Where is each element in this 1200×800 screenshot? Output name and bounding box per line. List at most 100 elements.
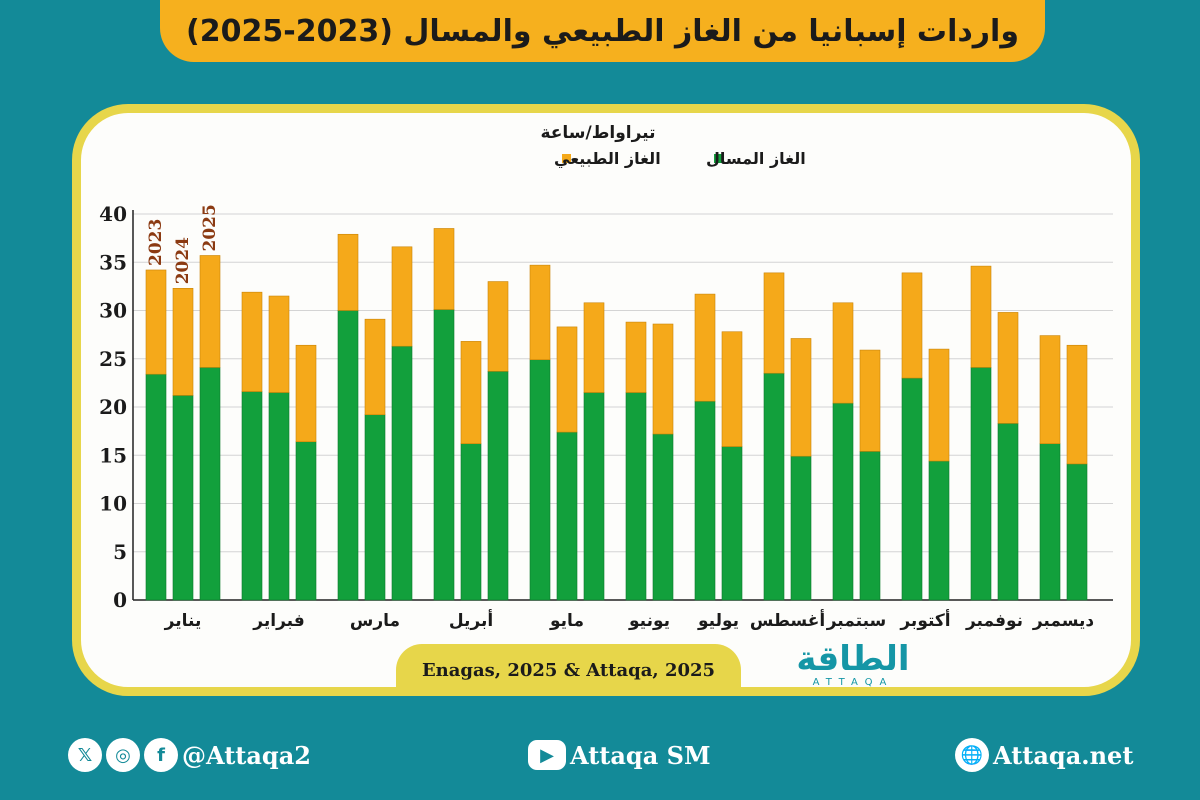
attaqa-logo: الطاقة ATTAQA: [778, 636, 928, 692]
globe-icon[interactable]: 🌐: [955, 738, 989, 772]
bar-natural-gas: [268, 295, 290, 393]
bar-natural-gas: [556, 326, 578, 433]
instagram-icon[interactable]: ◎: [106, 738, 140, 772]
footer-social[interactable]: 𝕏 ◎ f @Attaqa2: [68, 732, 311, 778]
bar-lng: [625, 392, 647, 601]
y-tick-label: 15: [99, 443, 127, 467]
bar-lng: [970, 367, 992, 601]
bar-lng: [694, 400, 716, 601]
year-label: 2024: [173, 237, 193, 284]
bar-lng: [172, 395, 194, 601]
logo-subtext: ATTAQA: [812, 676, 894, 688]
bar-natural-gas: [241, 291, 263, 392]
bar-natural-gas: [295, 344, 317, 443]
month-label: أغسطس: [750, 609, 825, 631]
bar-lng: [460, 443, 482, 601]
y-tick-label: 20: [99, 395, 127, 419]
legend-label-natural_gas: الغاز الطبيعي: [554, 149, 661, 169]
y-tick-label: 40: [99, 202, 127, 226]
bar-natural-gas: [460, 341, 482, 444]
bar-lng: [556, 431, 578, 601]
bar-lng: [487, 370, 509, 601]
bar-natural-gas: [172, 288, 194, 396]
month-label: أكتوبر: [899, 609, 950, 631]
legend-swatch-natural_gas: [562, 154, 571, 163]
bar-natural-gas: [790, 338, 812, 457]
bar-lng: [433, 309, 455, 601]
y-tick-label: 10: [99, 492, 127, 516]
bar-natural-gas: [832, 302, 854, 404]
month-label: فبراير: [252, 611, 304, 631]
month-label: مايو: [549, 611, 584, 631]
bar-lng: [145, 373, 167, 601]
bar-lng: [832, 402, 854, 601]
y-tick-label: 25: [99, 347, 127, 371]
bar-natural-gas: [928, 348, 950, 462]
bar-lng: [337, 310, 359, 601]
bar-natural-gas: [901, 272, 923, 379]
bar-natural-gas: [433, 228, 455, 310]
bar-natural-gas: [694, 293, 716, 402]
bar-natural-gas: [199, 255, 221, 368]
unit-label: تيراواط/ساعة: [540, 123, 655, 143]
bar-natural-gas: [583, 302, 605, 393]
x-icon[interactable]: 𝕏: [68, 738, 102, 772]
bar-lng: [1039, 443, 1061, 601]
bar-natural-gas: [529, 264, 551, 361]
bar-lng: [268, 392, 290, 601]
bar-natural-gas: [487, 281, 509, 372]
bar-natural-gas: [145, 269, 167, 375]
bar-lng: [790, 455, 812, 601]
bar-lng: [529, 359, 551, 601]
bar-natural-gas: [391, 246, 413, 347]
bar-natural-gas: [652, 323, 674, 435]
bar-natural-gas: [721, 331, 743, 447]
month-label: مارس: [350, 611, 400, 631]
bar-lng: [652, 433, 674, 601]
month-label: يونيو: [628, 611, 670, 631]
y-tick-label: 30: [99, 299, 127, 323]
legend-swatch-lng: [714, 154, 723, 163]
month-label: ديسمبر: [1032, 611, 1095, 631]
bar-natural-gas: [625, 321, 647, 393]
bar-natural-gas: [364, 318, 386, 416]
logo-text: الطاقة: [796, 638, 910, 679]
bar-lng: [1066, 463, 1088, 601]
bar-natural-gas: [337, 233, 359, 311]
bar-natural-gas: [859, 349, 881, 452]
bar-lng: [364, 414, 386, 601]
bar-lng: [997, 423, 1019, 601]
youtube-icon[interactable]: ▶: [528, 740, 566, 770]
bar-natural-gas: [997, 312, 1019, 424]
month-label: نوفمبر: [965, 611, 1023, 631]
month-label: يناير: [164, 611, 202, 631]
month-label: يوليو: [697, 611, 739, 631]
y-tick-label: 35: [99, 250, 127, 274]
bar-lng: [241, 391, 263, 601]
youtube-handle[interactable]: Attaqa SM: [570, 740, 711, 770]
y-tick-label: 5: [113, 540, 127, 564]
bar-lng: [859, 451, 881, 601]
footer-website[interactable]: 🌐 Attaqa.net: [955, 732, 1133, 778]
year-label: 2023: [146, 219, 166, 266]
bar-lng: [295, 441, 317, 601]
social-handle[interactable]: @Attaqa2: [182, 740, 311, 770]
bar-natural-gas: [970, 265, 992, 368]
bar-natural-gas: [1039, 335, 1061, 444]
bar-lng: [199, 367, 221, 601]
bar-natural-gas: [1066, 344, 1088, 465]
bar-lng: [763, 372, 785, 601]
facebook-icon[interactable]: f: [144, 738, 178, 772]
year-label: 2025: [200, 204, 220, 251]
footer-youtube[interactable]: ▶ Attaqa SM: [528, 732, 711, 778]
chart-title: واردات إسبانيا من الغاز الطبيعي والمسال …: [160, 0, 1045, 62]
month-label: أبريل: [449, 609, 493, 631]
bar-lng: [928, 460, 950, 601]
bar-lng: [583, 392, 605, 601]
website-url[interactable]: Attaqa.net: [993, 740, 1134, 770]
bar-lng: [901, 377, 923, 601]
bar-natural-gas: [763, 272, 785, 374]
month-label: سبتمبر: [826, 611, 887, 631]
bar-lng: [391, 345, 413, 601]
